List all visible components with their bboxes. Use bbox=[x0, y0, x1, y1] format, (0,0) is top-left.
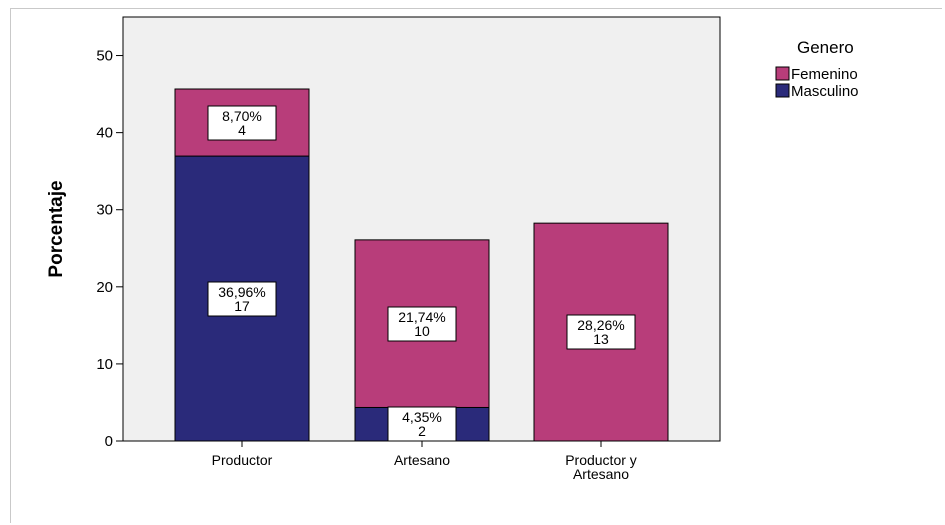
data-label-percent: 36,96% bbox=[218, 284, 265, 300]
legend-swatch-femenino bbox=[775, 66, 790, 81]
bars: 36,96%17 8,70%4 4,35%2 21,74%10 28,26%13 bbox=[174, 88, 669, 442]
data-label-count: 4 bbox=[238, 122, 246, 138]
data-label-percent: 4,35% bbox=[402, 409, 442, 425]
data-label-percent: 28,26% bbox=[577, 317, 624, 333]
y-tick-label: 0 bbox=[105, 433, 113, 450]
y-axis: 0 10 20 30 40 50 bbox=[96, 48, 123, 450]
data-label-count: 13 bbox=[593, 331, 609, 347]
y-tick-label: 20 bbox=[96, 279, 113, 296]
y-tick-label: 30 bbox=[96, 202, 113, 219]
legend-title: Genero bbox=[797, 38, 854, 57]
x-tick-label: Productor y bbox=[565, 452, 637, 468]
data-label-count: 10 bbox=[414, 323, 430, 339]
legend-label-masculino: Masculino bbox=[791, 83, 859, 100]
y-tick-label: 50 bbox=[96, 48, 113, 65]
y-tick-label: 40 bbox=[96, 125, 113, 142]
data-label-count: 2 bbox=[418, 423, 426, 439]
data-label-count: 17 bbox=[234, 298, 250, 314]
data-label-box bbox=[207, 281, 277, 317]
y-axis-title: Porcentaje bbox=[46, 180, 67, 277]
bar-femenino bbox=[533, 222, 669, 442]
data-label-percent: 21,74% bbox=[398, 309, 445, 325]
legend-label-femenino: Femenino bbox=[791, 66, 858, 83]
data-label-box bbox=[207, 105, 277, 141]
data-label-box bbox=[566, 314, 636, 350]
data-label-box bbox=[387, 406, 457, 442]
y-tick-label: 10 bbox=[96, 356, 113, 373]
x-tick-label: Artesano bbox=[573, 466, 629, 482]
chart-frame bbox=[10, 8, 942, 523]
x-tick-label: Productor bbox=[212, 452, 273, 468]
legend-swatch-masculino bbox=[775, 83, 790, 98]
data-label-percent: 8,70% bbox=[222, 108, 262, 124]
x-tick-label: Artesano bbox=[394, 452, 450, 468]
data-label-box bbox=[387, 306, 457, 342]
